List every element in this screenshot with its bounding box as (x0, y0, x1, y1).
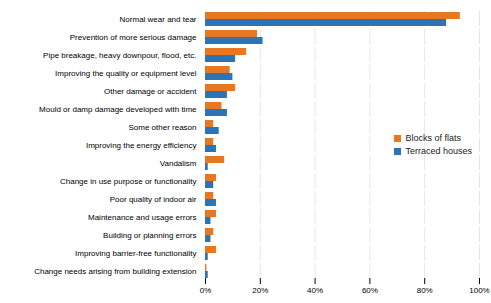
svg-text:Terraced houses: Terraced houses (406, 146, 473, 156)
svg-text:Improving the energy efficienc: Improving the energy efficiency (86, 141, 197, 150)
svg-text:Maintenance and usage errors: Maintenance and usage errors (88, 213, 197, 222)
svg-text:Poor quality of indoor air: Poor quality of indoor air (110, 195, 197, 204)
svg-text:20%: 20% (252, 286, 268, 295)
svg-text:0%: 0% (200, 286, 212, 295)
svg-text:40%: 40% (307, 286, 323, 295)
svg-text:Vandalism: Vandalism (160, 159, 197, 168)
svg-text:100%: 100% (469, 286, 489, 295)
svg-text:Normal wear and tear: Normal wear and tear (120, 15, 197, 24)
svg-text:Prevention of more serious dam: Prevention of more serious damage (70, 33, 197, 42)
svg-text:Some other reason: Some other reason (128, 123, 196, 132)
svg-text:Blocks of flats: Blocks of flats (406, 133, 462, 143)
svg-text:60%: 60% (362, 286, 378, 295)
svg-text:Improving barrier-free functio: Improving barrier-free functionality (75, 249, 196, 258)
svg-text:Change in use purpose or funct: Change in use purpose or functionality (60, 177, 197, 186)
svg-text:Other damage or accident: Other damage or accident (104, 87, 197, 96)
svg-text:Improving the quality or equip: Improving the quality or equipment level (55, 69, 197, 78)
svg-text:Change needs arising from buil: Change needs arising from building exten… (34, 267, 196, 276)
svg-text:Building or planning errors: Building or planning errors (103, 231, 196, 240)
svg-text:Mould or damp damage developed: Mould or damp damage developed with time (39, 105, 197, 114)
svg-text:80%: 80% (417, 286, 433, 295)
svg-text:Pipe breakage, heavy downpour,: Pipe breakage, heavy downpour, flood, et… (43, 51, 196, 60)
